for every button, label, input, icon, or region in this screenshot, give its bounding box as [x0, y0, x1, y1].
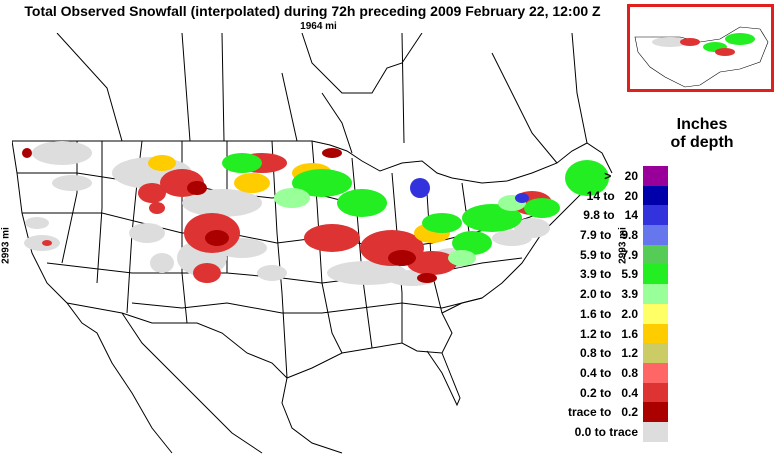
legend-item-label: 1.6 to 2.0 [579, 306, 638, 321]
legend-item-label: 1.2 to 1.6 [579, 326, 638, 341]
legend-item-label: 2.0 to 3.9 [579, 287, 638, 302]
legend-item-label: 0.2 to 0.4 [579, 385, 638, 400]
legend-item-label: 14 to 20 [586, 188, 638, 203]
legend-item: 1.2 to 1.6 [580, 323, 668, 344]
legend-swatch [643, 323, 668, 344]
legend-item: 7.9 to 9.8 [580, 225, 668, 245]
legend-swatch [643, 244, 668, 265]
legend-swatch [643, 205, 668, 226]
snow-trace-dark [22, 148, 437, 283]
legend-title-line2: of depth [670, 134, 734, 151]
legend-item: 5.9 to 7.9 [580, 244, 668, 265]
legend-swatch [643, 421, 668, 442]
legend-item-label: 3.9 to 5.9 [579, 267, 638, 282]
legend-title: Inches of depth [640, 116, 764, 152]
legend-item: trace to 0.2 [568, 402, 668, 422]
legend-item-label: 7.9 to 9.8 [579, 228, 638, 243]
legend-item: 3.9 to 5.9 [580, 264, 668, 285]
us-canada-border [12, 140, 613, 184]
map-title: Total Observed Snowfall (interpolated) d… [24, 3, 601, 19]
horizontal-scale-label: 1964 mi [300, 21, 337, 32]
legend-swatch [643, 284, 668, 304]
legend-item: 0.2 to 0.4 [580, 382, 668, 403]
legend: > 20 14 to 20 9.8 to 14 7.9 to 9.8 5.9 to 7.… [568, 166, 778, 442]
legend-swatch [643, 225, 668, 245]
legend-swatch [643, 343, 668, 363]
legend-swatch [643, 303, 668, 324]
snow-heavy [222, 153, 609, 255]
legend-item: 0.8 to 1.2 [580, 343, 668, 363]
snowfall-map[interactable] [12, 33, 615, 460]
legend-item-label: 5.9 to 7.9 [579, 247, 638, 262]
west-coast [12, 140, 173, 454]
legend-swatch [643, 185, 668, 206]
legend-item-label: 0.0 to trace [574, 424, 638, 439]
legend-item-label: 9.8 to 14 [583, 208, 638, 223]
legend-item-label: trace to 0.2 [567, 405, 638, 420]
legend-item: 14 to 20 [587, 185, 668, 206]
legend-item: 0.0 to trace [575, 421, 668, 442]
inset-overview-map[interactable] [627, 4, 774, 92]
legend-swatch [643, 166, 668, 186]
legend-swatch [643, 264, 668, 285]
inset-map-graphic [634, 26, 769, 88]
legend-item: 0.4 to 0.8 [580, 362, 668, 383]
legend-item: 9.8 to 14 [583, 205, 668, 226]
legend-item-label: 0.4 to 0.8 [579, 365, 638, 380]
legend-title-line1: Inches [676, 116, 728, 133]
us-mexico-border [66, 302, 288, 379]
legend-swatch [643, 382, 668, 403]
legend-swatch [643, 402, 668, 422]
legend-item: > 20 [604, 166, 668, 186]
snow-deep [410, 178, 529, 203]
legend-swatch [643, 362, 668, 383]
vertical-scale-label-left: 2993 mi [0, 227, 12, 264]
legend-item: 2.0 to 3.9 [580, 284, 668, 304]
legend-item-label: 0.8 to 1.2 [579, 346, 638, 361]
legend-item-label: > 20 [604, 169, 638, 183]
legend-item: 1.6 to 2.0 [580, 303, 668, 324]
